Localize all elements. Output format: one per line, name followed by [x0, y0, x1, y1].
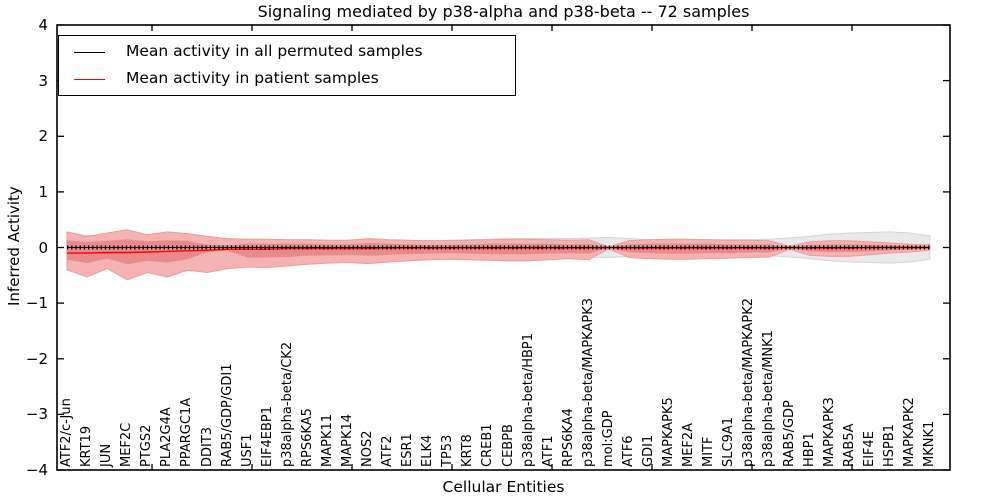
x-tick-label: PLA2G4A	[159, 407, 175, 467]
x-tick-label: ATF2/c-Jun	[59, 398, 74, 467]
legend-line-patient-icon	[74, 79, 105, 80]
x-tick-label: NOS2	[360, 430, 375, 467]
x-tick-label: MEF2A	[681, 422, 697, 467]
x-tick-label: CEBPB	[500, 424, 516, 467]
x-axis-label: Cellular Entities	[442, 478, 565, 496]
x-tick-label: GDI1	[641, 434, 656, 467]
legend-entry-permuted: Mean activity in all permuted samples	[59, 39, 515, 66]
x-tick-label: USF1	[239, 433, 255, 467]
x-tick-label: EIF4E	[861, 430, 877, 467]
y-tick-label: 0	[38, 239, 48, 257]
x-tick-label: EIF4EBP1	[259, 405, 275, 467]
legend-entry-patient: Mean activity in patient samples	[59, 66, 515, 93]
x-tick-label: KRT8	[460, 434, 476, 467]
x-tick-label: ATF6	[620, 435, 636, 467]
x-tick-label: JUN	[99, 443, 115, 467]
legend-label-patient: Mean activity in patient samples	[126, 69, 379, 87]
y-tick-label: 1	[38, 183, 48, 201]
legend-label-permuted: Mean activity in all permuted samples	[126, 42, 423, 60]
x-tick-label: ATF1	[540, 435, 556, 467]
x-tick-label: DDIT3	[199, 426, 215, 467]
x-tick-label: p38alpha-beta/HBP1	[520, 332, 536, 467]
x-tick-label: PTGS2	[139, 424, 155, 467]
x-tick-label: p38alpha-beta/MAPKAPK3	[580, 298, 596, 467]
x-tick-label: MAPK11	[319, 413, 335, 467]
x-tick-label: KRT19	[79, 425, 95, 467]
x-tick-label: ESR1	[400, 433, 416, 467]
legend: Mean activity in all permuted samples Me…	[58, 35, 516, 96]
y-tick-label: 4	[38, 16, 48, 34]
legend-line-permuted-icon	[74, 52, 105, 53]
x-tick-label: RAB5/GDP	[781, 400, 797, 467]
y-tick-label: −1	[25, 294, 48, 312]
x-tick-label: MITF	[701, 436, 717, 467]
x-tick-label: PPARGC1A	[179, 397, 195, 467]
x-tick-label: RAB5A	[841, 423, 857, 467]
x-tick-label: p38alpha-beta/MNK1	[761, 330, 777, 467]
x-tick-label: p38alpha-beta/MAPKAPK2	[741, 298, 757, 467]
y-tick-label: 3	[38, 72, 48, 90]
x-tick-label: CREB1	[480, 423, 496, 467]
y-tick-label: −4	[25, 461, 48, 479]
x-tick-label: mol:GDP	[600, 410, 616, 467]
patient-band-inner	[67, 239, 930, 265]
patient-band-outer	[66, 229, 931, 281]
y-tick-label: −3	[25, 405, 48, 423]
x-tick-label: SLC9A1	[721, 416, 737, 467]
x-tick-label: RPS6KA5	[299, 408, 315, 467]
y-tick-label: −2	[25, 350, 48, 368]
x-tick-label: HBP1	[801, 432, 817, 467]
x-tick-label: MEF2C	[119, 422, 135, 467]
x-tick-label: ELK4	[420, 434, 436, 467]
x-tick-label: HSPB1	[881, 423, 897, 467]
chart-title: Signaling mediated by p38-alpha and p38-…	[257, 2, 750, 21]
x-tick-label: ATF2	[380, 435, 396, 467]
x-tick-label: MAPKAPK3	[821, 397, 837, 467]
x-tick-label: RAB5/GDP/GDI1	[219, 363, 235, 467]
x-tick-label: p38alpha-beta/CK2	[279, 341, 295, 467]
x-tick-label: MKNK1	[921, 420, 937, 467]
x-tick-label: MAPKAPK2	[901, 397, 917, 467]
y-tick-label: 2	[38, 127, 48, 145]
x-tick-label: MAPK14	[340, 413, 355, 467]
x-tick-label: MAPKAPK5	[661, 397, 677, 467]
x-tick-label: TP53	[440, 434, 456, 467]
x-tick-label: RPS6KA4	[560, 408, 576, 467]
